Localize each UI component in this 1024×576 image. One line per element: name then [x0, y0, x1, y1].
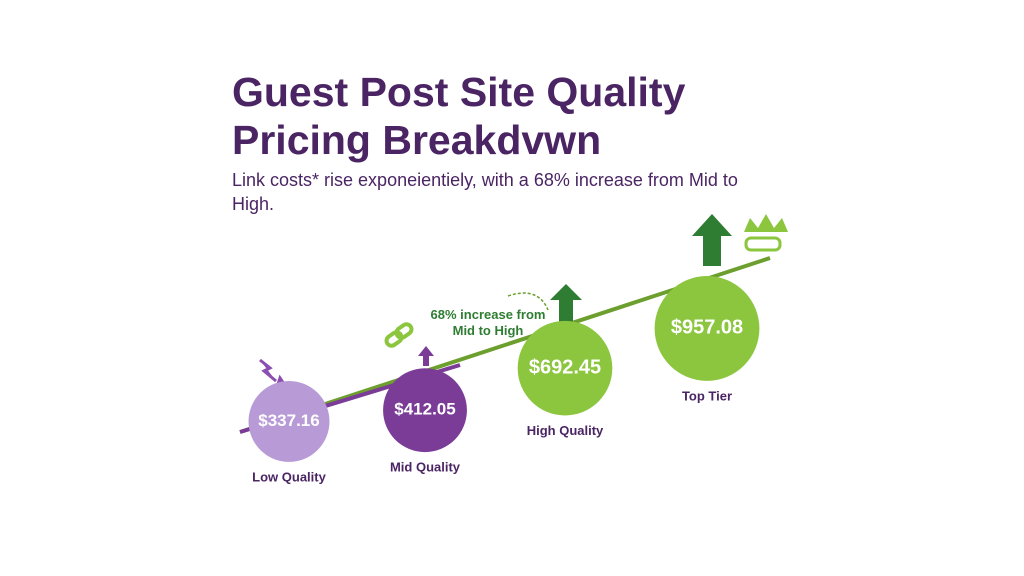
- annotation: 68% increase from Mid to High: [430, 307, 546, 338]
- category-label: High Quality: [527, 423, 604, 438]
- category-label: Low Quality: [252, 469, 326, 484]
- title-line: Pricing Breakdvwn: [232, 117, 602, 163]
- bubble: [654, 276, 760, 381]
- bubble: [383, 368, 467, 453]
- arrow-up: [418, 346, 434, 366]
- title-line: Guest Post Site Quality: [232, 69, 686, 115]
- annotation-arrow: [507, 292, 549, 311]
- category-label: Top Tier: [682, 388, 732, 403]
- arrow-up: [692, 214, 732, 266]
- arrow-up: [550, 284, 582, 324]
- subtitle: Link costs* rise exponeientiely, with a …: [232, 170, 738, 214]
- bubble: [517, 320, 613, 416]
- crown-icon: [744, 214, 788, 252]
- value-label: $412.05: [394, 400, 455, 419]
- value-label: $337.16: [258, 411, 319, 430]
- title: Guest Post Site Quality Pricing Breakdvwn: [232, 68, 685, 164]
- category-label: Mid Quality: [390, 460, 461, 475]
- link-icon: [384, 322, 414, 348]
- bubble: [248, 380, 330, 462]
- value-label: $692.45: [529, 356, 601, 378]
- value-label: $957.08: [671, 317, 743, 339]
